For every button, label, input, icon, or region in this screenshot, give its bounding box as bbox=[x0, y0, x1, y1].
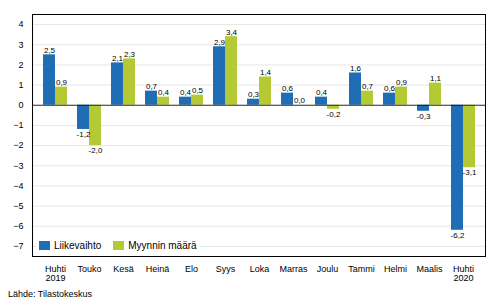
svg-text:Touko: Touko bbox=[77, 264, 101, 274]
svg-text:0,7: 0,7 bbox=[362, 82, 374, 91]
svg-text:2,9: 2,9 bbox=[214, 38, 226, 47]
svg-text:-3,1: -3,1 bbox=[463, 168, 477, 177]
svg-text:1,4: 1,4 bbox=[260, 68, 272, 77]
svg-text:Marras: Marras bbox=[279, 264, 308, 274]
svg-text:-1,2: -1,2 bbox=[77, 130, 91, 139]
svg-text:−5: −5 bbox=[13, 201, 23, 211]
svg-text:−1: −1 bbox=[13, 120, 23, 130]
svg-text:-0,3: -0,3 bbox=[417, 112, 431, 121]
svg-text:Tammi: Tammi bbox=[348, 264, 375, 274]
svg-text:0,7: 0,7 bbox=[146, 82, 158, 91]
svg-text:Elo: Elo bbox=[185, 264, 198, 274]
svg-text:0,0: 0,0 bbox=[294, 96, 306, 105]
svg-text:0,6: 0,6 bbox=[282, 84, 294, 93]
svg-text:0,4: 0,4 bbox=[180, 88, 192, 97]
svg-text:0,9: 0,9 bbox=[56, 78, 68, 87]
svg-text:2,3: 2,3 bbox=[124, 50, 136, 59]
svg-text:-2,0: -2,0 bbox=[89, 146, 103, 155]
svg-text:0,6: 0,6 bbox=[384, 84, 396, 93]
svg-text:0,4: 0,4 bbox=[316, 88, 328, 97]
svg-text:−4: −4 bbox=[13, 181, 23, 191]
svg-text:Heinä: Heinä bbox=[146, 264, 170, 274]
svg-text:−2: −2 bbox=[13, 140, 23, 150]
html-text:Lähde: Tilastokeskus: Lähde: Tilastokeskus bbox=[8, 289, 93, 299]
svg-text:−6: −6 bbox=[13, 221, 23, 231]
svg-text:1,1: 1,1 bbox=[430, 74, 442, 83]
svg-text:4: 4 bbox=[18, 19, 23, 29]
svg-text:0,9: 0,9 bbox=[396, 78, 408, 87]
svg-text:−3: −3 bbox=[13, 161, 23, 171]
svg-text:Loka: Loka bbox=[250, 264, 270, 274]
svg-text:Joulu: Joulu bbox=[317, 264, 339, 274]
svg-text:1: 1 bbox=[18, 80, 23, 90]
svg-text:Maalis: Maalis bbox=[416, 264, 443, 274]
svg-text:3,4: 3,4 bbox=[226, 28, 238, 37]
svg-text:Kesä: Kesä bbox=[113, 264, 134, 274]
html-text:Myynnin määrä: Myynnin määrä bbox=[128, 240, 197, 251]
svg-text:2,1: 2,1 bbox=[112, 54, 124, 63]
svg-text:Helmi: Helmi bbox=[384, 264, 407, 274]
svg-text:−7: −7 bbox=[13, 241, 23, 251]
svg-text:3: 3 bbox=[18, 40, 23, 50]
svg-text:-6,2: -6,2 bbox=[451, 231, 465, 240]
svg-text:1,6: 1,6 bbox=[350, 64, 362, 73]
svg-text:2: 2 bbox=[18, 60, 23, 70]
svg-text:Huhti2019: Huhti2019 bbox=[45, 264, 66, 283]
svg-text:-0,2: -0,2 bbox=[327, 110, 341, 119]
svg-text:0,3: 0,3 bbox=[248, 90, 260, 99]
svg-text:Syys: Syys bbox=[216, 264, 236, 274]
svg-text:0,5: 0,5 bbox=[192, 86, 204, 95]
svg-text:0: 0 bbox=[18, 100, 23, 110]
svg-text:0,4: 0,4 bbox=[158, 88, 170, 97]
svg-text:2,5: 2,5 bbox=[44, 46, 56, 55]
svg-text:Huhti2020: Huhti2020 bbox=[453, 264, 474, 283]
html-text:Liikevaihto: Liikevaihto bbox=[54, 240, 102, 251]
